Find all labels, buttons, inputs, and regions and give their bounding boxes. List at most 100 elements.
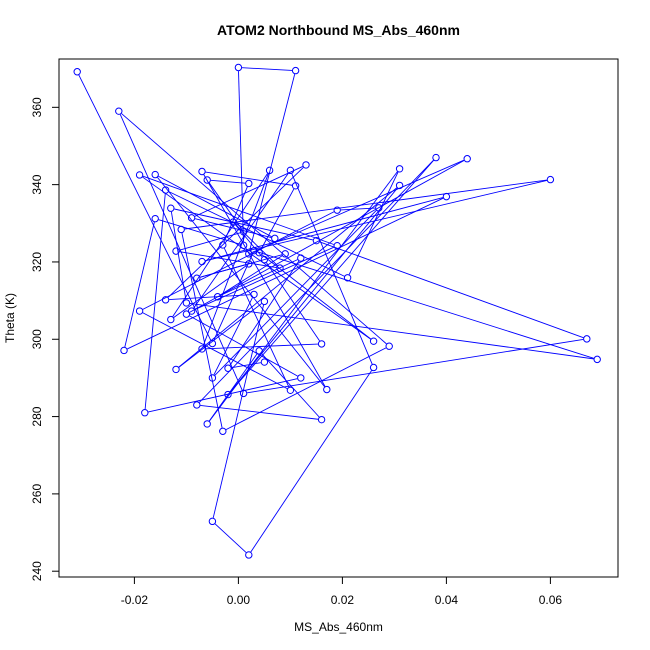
series-segment — [189, 160, 465, 313]
data-point — [291, 66, 300, 75]
data-point — [219, 427, 227, 435]
y-axis-label: Theta (K) — [3, 293, 17, 343]
data-point — [286, 386, 295, 394]
data-point — [151, 214, 159, 223]
data-point — [432, 153, 440, 162]
data-point — [239, 228, 248, 236]
data-point — [239, 241, 248, 250]
series-segment — [229, 187, 398, 393]
data-point — [286, 166, 295, 175]
data-point — [546, 175, 555, 184]
data-point — [151, 170, 159, 179]
data-point — [182, 299, 191, 307]
series-segment — [167, 167, 304, 298]
series-segment — [158, 219, 241, 245]
series-segment — [266, 262, 320, 342]
data-point — [224, 364, 232, 372]
data-point — [291, 182, 300, 190]
data-point — [245, 179, 253, 188]
data-point — [463, 155, 471, 163]
data-point — [120, 346, 128, 355]
y-tick-label: 280 — [30, 406, 44, 426]
data-point — [317, 340, 326, 348]
series-segment — [229, 260, 300, 366]
data-point — [229, 218, 237, 226]
series-segment — [238, 71, 244, 242]
series-segment — [179, 251, 277, 268]
data-point — [343, 274, 352, 282]
series-segment — [124, 222, 155, 348]
series-segment — [158, 175, 272, 238]
data-point — [583, 335, 591, 343]
y-axis: 240 260 280 300 320 340 360 — [30, 97, 59, 581]
data-point — [167, 315, 175, 324]
series-segment — [200, 254, 282, 278]
data-point — [333, 242, 341, 250]
series-segment — [179, 232, 241, 251]
x-tick-label: 0.00 — [227, 593, 251, 607]
series-segment — [142, 175, 334, 245]
series-segment — [78, 74, 212, 341]
data-point — [297, 254, 305, 262]
data-point — [255, 248, 263, 257]
data-point — [317, 415, 326, 424]
y-tick-label: 320 — [30, 252, 44, 272]
series-segment — [200, 404, 319, 420]
data-point — [281, 250, 289, 258]
series-segment — [172, 173, 268, 317]
series-segment — [170, 211, 187, 300]
data-point — [271, 234, 279, 243]
data-point — [198, 257, 206, 266]
data-point — [203, 176, 211, 184]
series-segment — [257, 251, 594, 359]
series-segment — [205, 171, 293, 186]
x-tick-label: 0.06 — [539, 593, 563, 607]
series-segment — [198, 159, 434, 403]
data-point — [172, 365, 180, 374]
series-segment — [213, 297, 253, 375]
data-point — [224, 390, 232, 399]
y-tick-label: 360 — [30, 97, 44, 117]
data-point — [208, 374, 217, 382]
series-segment — [144, 193, 166, 410]
x-axis-label: MS_Abs_460nm — [294, 620, 383, 634]
y-tick-label: 240 — [30, 561, 44, 581]
series-segment — [319, 241, 584, 339]
data-point — [297, 374, 305, 382]
data-point — [208, 339, 217, 348]
data-point — [276, 264, 284, 272]
data-point — [369, 337, 378, 345]
data-point — [312, 236, 321, 245]
series-segment — [202, 173, 269, 346]
series-segment — [230, 159, 434, 393]
data-point — [385, 342, 393, 350]
data-point — [161, 186, 170, 194]
data-point — [208, 517, 217, 526]
series-segment — [220, 259, 298, 296]
series-segment — [205, 343, 319, 350]
data-series — [73, 63, 601, 559]
data-point — [442, 192, 451, 201]
series-segment — [212, 304, 265, 518]
series-segment — [213, 253, 253, 341]
data-point — [177, 225, 185, 234]
data-point — [203, 420, 211, 428]
data-point — [395, 181, 404, 190]
series-segment — [189, 302, 594, 360]
series-segment — [225, 347, 387, 431]
data-point — [593, 355, 601, 364]
series-segment — [203, 174, 326, 387]
series-segment — [194, 218, 272, 238]
data-point — [193, 274, 201, 282]
x-axis: -0.02 0.00 0.02 0.04 0.06 — [121, 577, 563, 607]
series-segment — [250, 370, 372, 553]
series-segment — [193, 173, 289, 309]
series-segment — [231, 362, 261, 369]
data-point — [187, 214, 196, 222]
series-segment — [173, 265, 247, 318]
data-point — [260, 255, 269, 264]
y-tick-label: 340 — [30, 174, 44, 194]
series-segment — [340, 207, 376, 211]
series-segment — [181, 232, 223, 428]
series-segment — [142, 176, 371, 340]
